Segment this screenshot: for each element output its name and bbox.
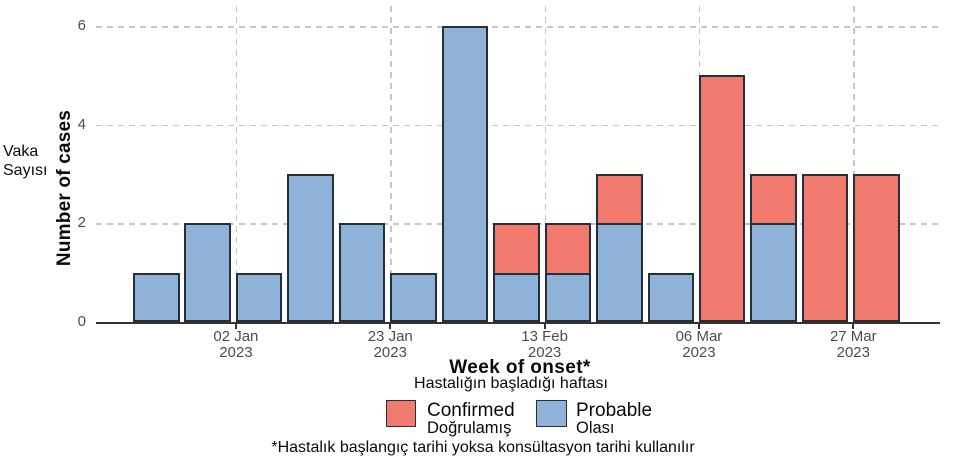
y-tick-label-0: 0: [77, 313, 86, 330]
gridline-x-13-feb: [544, 6, 547, 322]
bar-8-probable-segment: [493, 272, 540, 322]
bar-14-confirmed-segment: [801, 174, 849, 322]
bar-8-confirmed-segment: [493, 223, 540, 275]
legend-swatch-probable: [536, 400, 567, 427]
legend-label-probable-turkish: Olası: [576, 419, 615, 437]
y-axis-label-turkish: Vaka Sayısı: [3, 142, 47, 180]
x-tick-mark: [543, 323, 546, 329]
legend-swatch-confirmed: [386, 400, 416, 427]
bar-5-probable-segment: [338, 223, 386, 322]
bar-1-probable-segment: [133, 272, 180, 322]
legend-item-probable: Probable Olası: [576, 401, 652, 437]
bar-6-probable-segment: [390, 272, 437, 322]
y-axis-label-turkish-line1: Vaka: [3, 143, 39, 160]
legend-label-probable: Probable: [576, 400, 653, 421]
bar-12-confirmed-segment: [698, 75, 746, 322]
x-tick-label: 13 Feb 2023: [521, 328, 568, 361]
x-tick-mark: [852, 323, 855, 329]
gridline-y-4: [96, 124, 940, 127]
gridline-y-6: [96, 26, 940, 28]
legend-item-confirmed: Confirmed Doğrulamış: [427, 401, 515, 437]
x-tick-label: 27 Mar 2023: [829, 328, 877, 361]
bar-9-probable-segment: [544, 272, 592, 322]
x-axis-subtitle-turkish: Hastalığın başladığı haftası: [414, 375, 608, 392]
bar-3-probable-segment: [235, 272, 283, 322]
bar-13-confirmed-segment: [750, 174, 797, 226]
gridline-x-02-jan: [235, 6, 238, 322]
x-tick-mark: [234, 323, 237, 329]
x-tick-label: 02 Jan 2023: [213, 328, 259, 361]
gridline-x-23-jan: [390, 6, 392, 322]
bar-10-confirmed-segment: [596, 174, 643, 226]
bar-9-confirmed-segment: [544, 223, 592, 275]
y-axis-label-turkish-line2: Sayısı: [3, 162, 48, 179]
legend-label-confirmed-turkish: Doğrulamış: [427, 419, 512, 437]
bar-2-probable-segment: [184, 223, 231, 322]
bar-7-probable-segment: [441, 26, 489, 322]
y-tick-label-4: 4: [77, 115, 86, 133]
x-tick-mark: [697, 323, 700, 329]
bar-15-confirmed-segment: [853, 174, 900, 322]
bar-10-probable-segment: [596, 223, 643, 322]
x-tick-mark: [389, 323, 392, 329]
bar-13-probable-segment: [750, 223, 797, 322]
gridline-x-27-mar: [853, 6, 855, 322]
x-tick-label: 23 Jan 2023: [367, 328, 413, 361]
legend-label-confirmed: Confirmed: [427, 400, 515, 421]
y-tick-label-2: 2: [77, 214, 86, 232]
x-axis-line: [96, 322, 940, 324]
x-axis-title: Week of onset*: [449, 357, 591, 378]
bar-4-probable-segment: [287, 174, 334, 322]
chart-footnote: *Hastalık başlangıç tarihi yoksa konsült…: [271, 439, 695, 456]
x-tick-label: 06 Mar 2023: [675, 328, 723, 361]
bar-11-probable-segment: [647, 272, 694, 322]
y-tick-label-6: 6: [77, 17, 86, 35]
